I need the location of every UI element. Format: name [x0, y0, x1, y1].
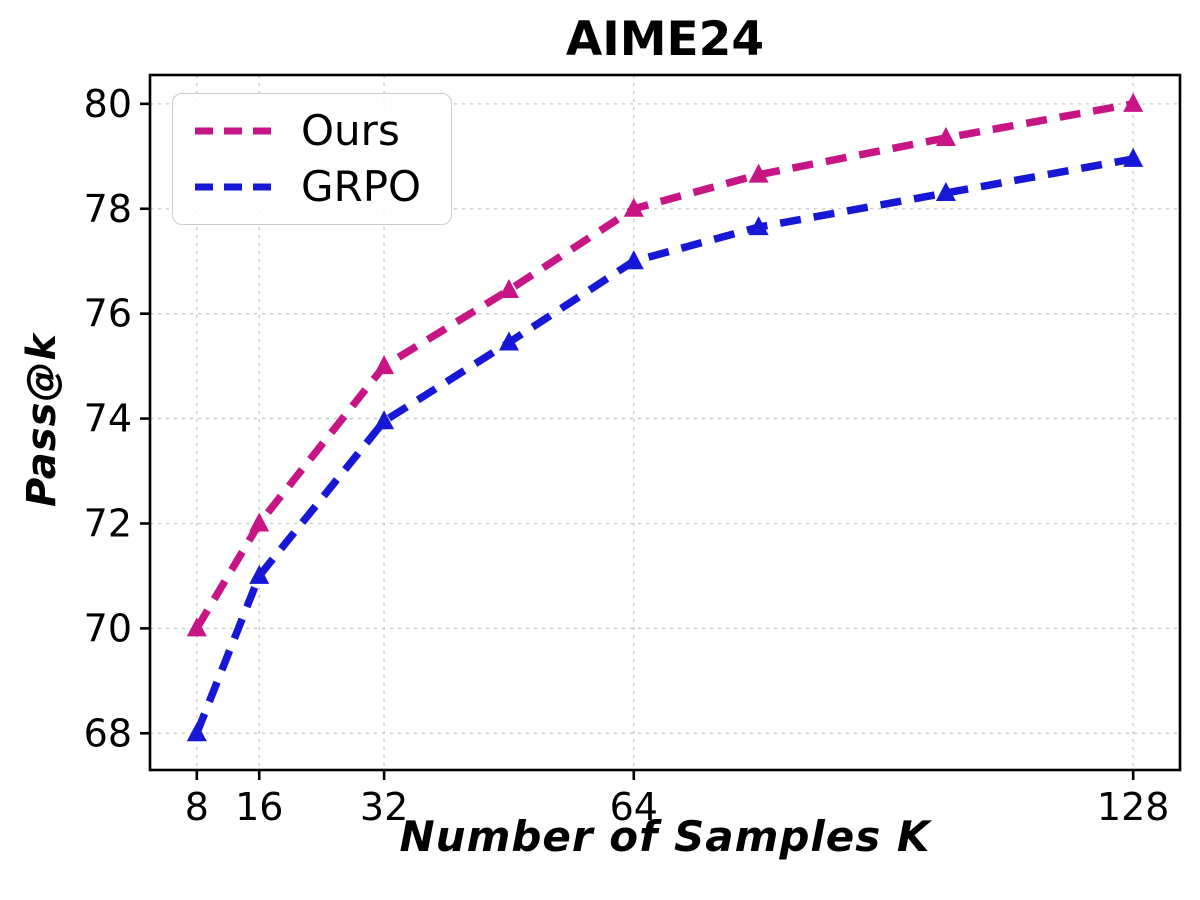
svg-text:72: 72 — [84, 501, 132, 545]
svg-text:32: 32 — [360, 785, 408, 829]
legend-line-ours-icon — [195, 127, 277, 135]
svg-text:74: 74 — [84, 397, 132, 441]
svg-text:128: 128 — [1097, 785, 1170, 829]
legend-label-grpo: GRPO — [301, 162, 422, 212]
svg-text:76: 76 — [84, 292, 132, 336]
svg-text:16: 16 — [235, 785, 283, 829]
y-axis-label: Pass@k — [19, 333, 65, 507]
svg-text:8: 8 — [185, 785, 209, 829]
legend-entry-ours: Ours — [193, 106, 421, 155]
legend-label-ours: Ours — [301, 106, 400, 155]
svg-text:68: 68 — [84, 711, 132, 755]
legend: Ours GRPO — [172, 93, 453, 226]
svg-text:80: 80 — [84, 82, 132, 126]
svg-text:64: 64 — [610, 785, 658, 829]
legend-line-grpo-icon — [195, 183, 277, 191]
legend-entry-grpo: GRPO — [193, 162, 422, 212]
svg-text:78: 78 — [84, 187, 132, 231]
svg-text:70: 70 — [84, 606, 132, 650]
chart-title: AIME24 — [565, 12, 765, 67]
x-axis-label: Number of Samples K — [399, 812, 931, 861]
